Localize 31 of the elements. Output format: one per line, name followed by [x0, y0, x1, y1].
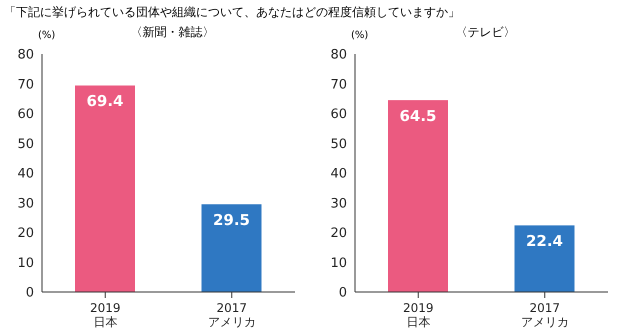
y-tick-label: 30: [17, 196, 34, 212]
chart-subtitle: 〈テレビ〉: [456, 25, 516, 39]
data-label: 64.5: [399, 106, 437, 125]
y-tick-label: 10: [330, 256, 347, 271]
y-tick-label: 20: [330, 226, 347, 242]
y-tick-label: 60: [330, 107, 347, 122]
x-tick-label: 2019 日本: [402, 301, 434, 329]
y-tick-label: 10: [17, 256, 34, 271]
y-tick-label: 0: [338, 286, 347, 301]
x-tick-label: 2017 アメリカ: [520, 301, 569, 329]
y-tick-label: 20: [17, 226, 34, 242]
y-tick-label: 50: [17, 136, 34, 152]
y-axis-title: (%): [351, 30, 368, 41]
y-tick-label: 40: [330, 166, 347, 182]
x-tick-label: 2019 日本: [90, 301, 121, 329]
y-tick-label: 50: [330, 136, 347, 152]
y-tick-label: 40: [17, 166, 34, 182]
y-tick-label: 70: [330, 77, 347, 92]
y-tick-label: 70: [17, 77, 34, 92]
y-tick-label: 80: [330, 48, 347, 63]
chart-subtitle: 〈新聞・雑誌〉: [130, 25, 214, 39]
data-label: 69.4: [86, 92, 124, 110]
chart-title: 「下記に挙げられている団体や組織について、あなたはどの程度信頼していますか」: [3, 4, 461, 21]
data-label: 29.5: [212, 210, 250, 229]
x-tick-label: 2017 アメリカ: [208, 301, 256, 329]
y-tick-label: 80: [17, 48, 34, 63]
y-tick-label: 0: [26, 286, 34, 301]
y-tick-label: 60: [17, 107, 34, 122]
y-tick-label: 30: [330, 196, 347, 212]
y-axis-title: (%): [38, 30, 56, 41]
data-label: 22.4: [526, 232, 564, 250]
